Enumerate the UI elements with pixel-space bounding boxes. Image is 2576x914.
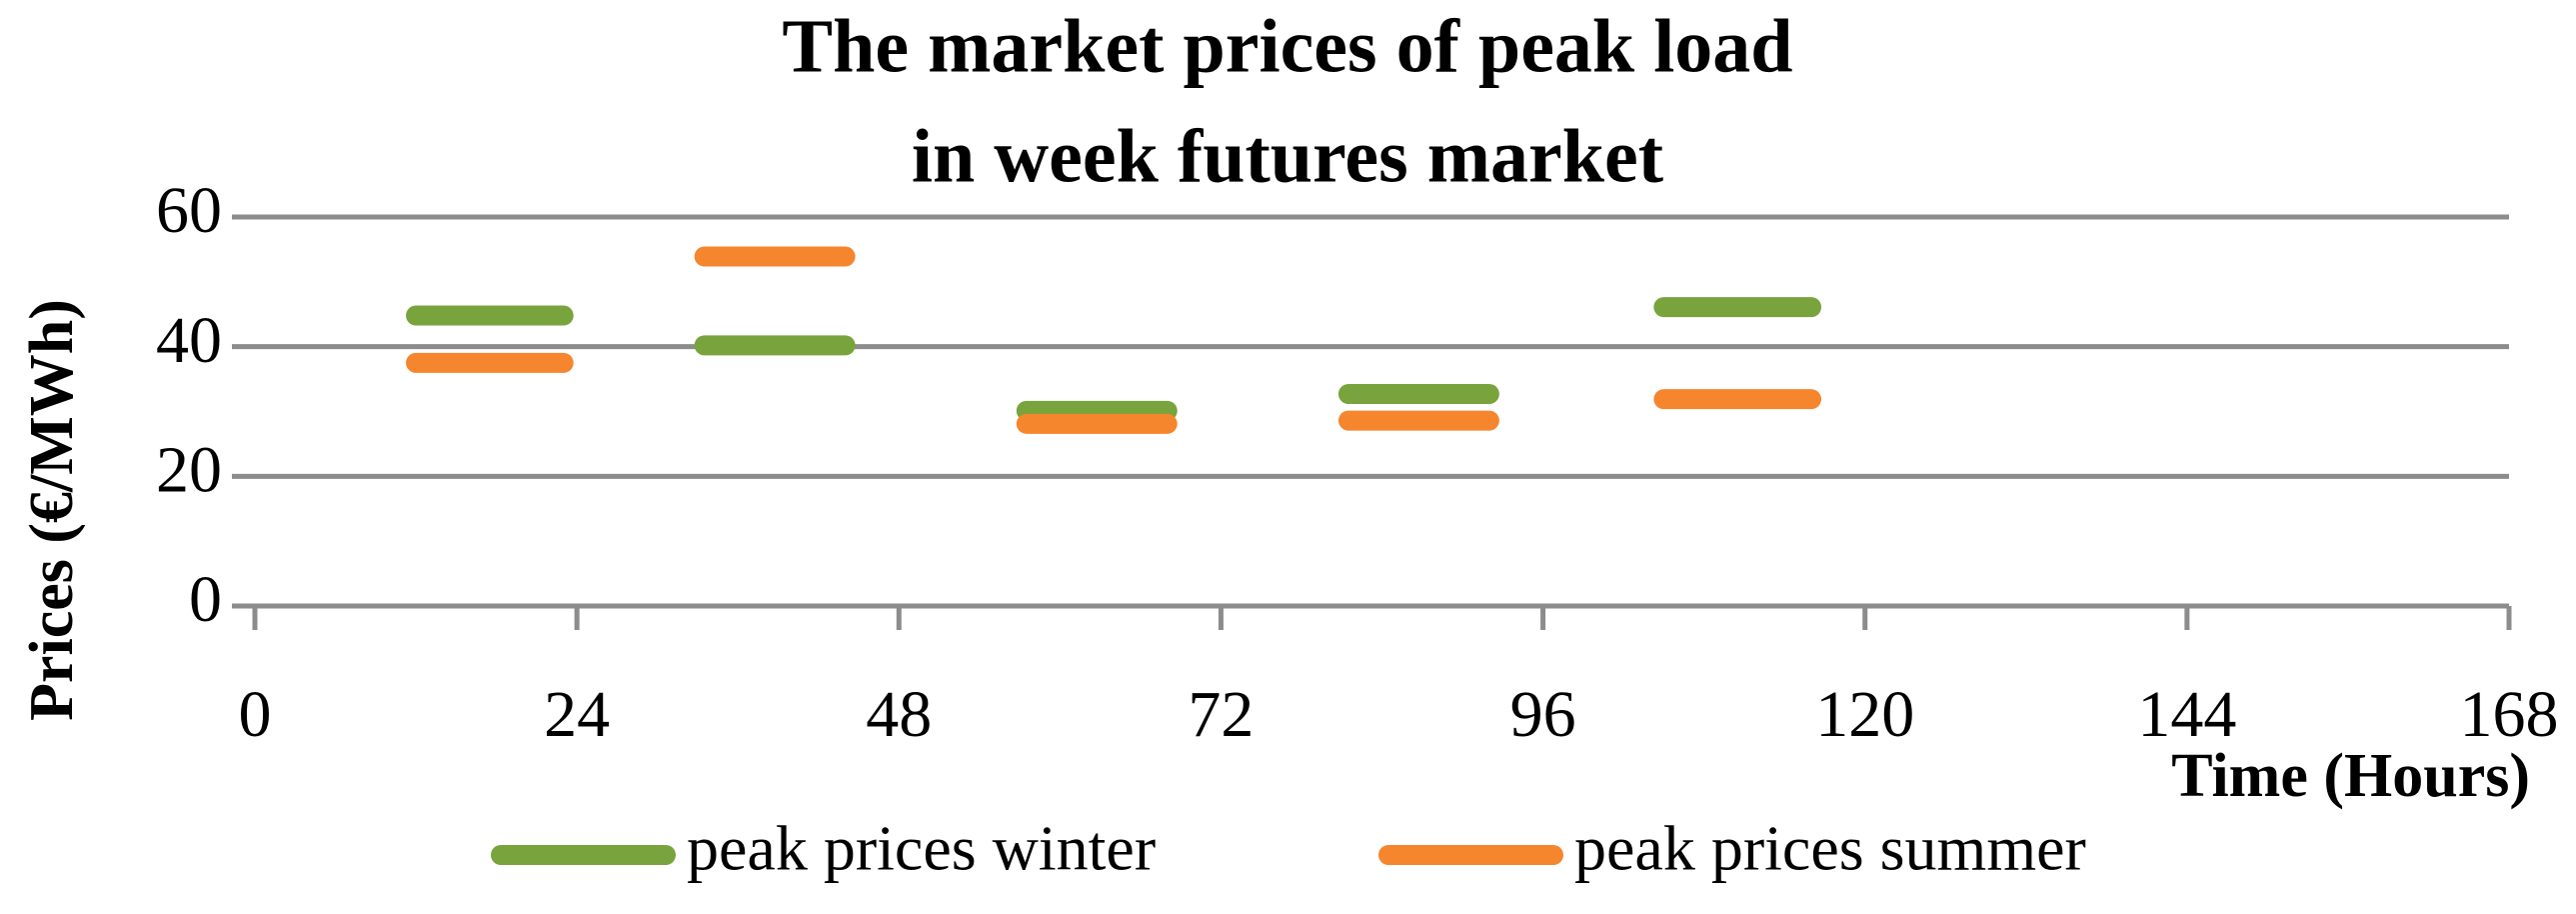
y-tick-label: 40 xyxy=(156,304,222,377)
y-axis-title: Prices (€/MWh) xyxy=(18,299,86,721)
x-tick-label: 120 xyxy=(1815,678,1914,751)
chart-title: in week futures market xyxy=(912,114,1663,198)
x-tick-label: 96 xyxy=(1510,678,1576,751)
y-tick-label: 20 xyxy=(156,433,222,506)
series-line xyxy=(406,246,1822,434)
y-tick-label: 0 xyxy=(189,563,222,636)
x-tick-label: 24 xyxy=(544,678,610,751)
x-tick-label: 0 xyxy=(239,678,272,751)
x-tick-label: 168 xyxy=(2460,678,2559,751)
series-line xyxy=(406,297,1822,421)
x-tick-label: 72 xyxy=(1188,678,1254,751)
x-axis-title: Time (Hours) xyxy=(2171,742,2530,810)
legend-label: peak prices summer xyxy=(1574,813,2086,884)
x-tick-label: 144 xyxy=(2137,678,2236,751)
x-tick-label: 48 xyxy=(866,678,932,751)
chart-title: The market prices of peak load xyxy=(782,4,1792,88)
legend-label: peak prices winter xyxy=(687,813,1156,884)
y-tick-label: 60 xyxy=(156,174,222,247)
